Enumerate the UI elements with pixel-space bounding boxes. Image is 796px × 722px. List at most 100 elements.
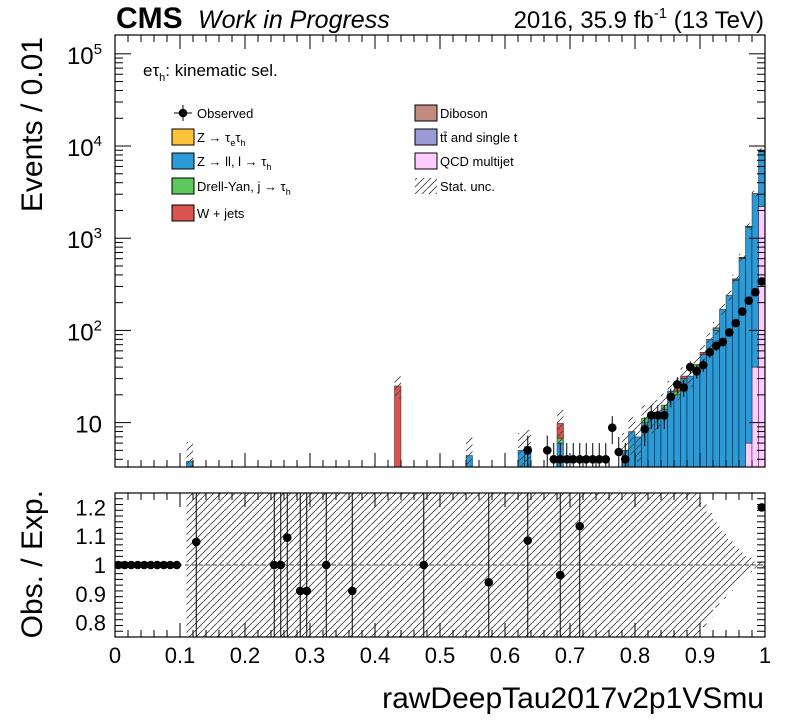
- bar-zll: [686, 375, 694, 467]
- main-annotation: eτh: kinematic sel.: [143, 61, 278, 84]
- bar-zll: [751, 193, 759, 368]
- stat-unc-band: [680, 367, 687, 388]
- x-tick-label: 0.2: [230, 643, 261, 668]
- ratio-point: [347, 586, 357, 596]
- observed-point: [659, 411, 669, 420]
- observed-point: [692, 367, 702, 376]
- bar-qcd: [751, 366, 759, 467]
- ratio-point: [295, 586, 305, 596]
- ratio-point: [139, 560, 149, 570]
- legend-item-dy: Drell-Yan, j → τh: [171, 177, 291, 197]
- ratio-point: [302, 586, 312, 596]
- svg-text:Stat. unc.: Stat. unc.: [440, 179, 495, 194]
- observed-point: [737, 307, 747, 316]
- stat-unc-band: [557, 409, 564, 444]
- bar-qcd: [745, 442, 753, 467]
- observed-point: [588, 454, 598, 464]
- observed-point: [646, 411, 656, 420]
- ratio-point: [523, 536, 533, 545]
- x-tick-label: 0.6: [490, 643, 521, 668]
- svg-text:Z → τeτh: Z → τeτh: [197, 130, 245, 148]
- x-tick-label: 0.7: [555, 643, 586, 668]
- legend-item-ztt: Z → τeτh: [171, 128, 245, 148]
- observed-point: [672, 380, 682, 389]
- observed-point: [705, 347, 715, 357]
- stat-unc-band: [635, 421, 642, 462]
- ratio-point: [133, 560, 143, 570]
- svg-text:Drell-Yan, j → τh: Drell-Yan, j → τh: [197, 179, 291, 197]
- observed-point: [575, 454, 585, 464]
- stat-unc-band: [732, 274, 739, 284]
- observed-point: [581, 454, 591, 464]
- ratio-point: [152, 560, 162, 570]
- stat-unc-band: [518, 433, 525, 467]
- y-tick-label: 104: [67, 133, 102, 162]
- stat-unc-band: [739, 253, 746, 262]
- svg-text:Diboson: Diboson: [440, 106, 488, 121]
- bar-zll: [725, 295, 733, 467]
- ratio-point: [419, 560, 429, 570]
- bar-wjets: [394, 385, 402, 467]
- observed-point: [685, 362, 695, 372]
- ratio-point: [159, 560, 169, 570]
- observed-point: [718, 337, 728, 347]
- observed-point: [568, 454, 578, 464]
- ratio-point: [165, 560, 175, 570]
- ratio-panel: 1.21.110.90.80 0.1 0.2 0.3 0.4 0.5 0.6 0.7 0.8 0.…: [16, 490, 771, 715]
- legend-item-wjets: W + jets: [171, 204, 245, 222]
- ratio-point: [282, 533, 292, 542]
- legend-item-unc: Stat. unc.: [415, 178, 495, 194]
- observed-point: [757, 277, 765, 286]
- observed-point: [711, 341, 721, 351]
- x-tick-label: 0: [109, 643, 121, 668]
- x-tick-label: 0.4: [360, 643, 391, 668]
- bar-zll: [693, 366, 701, 467]
- observed-point: [601, 454, 611, 464]
- x-tick-label: 0.1: [165, 643, 196, 668]
- legend: Observed Z → τeτh Z → ll, l → τh Drell-Yan,…: [171, 104, 518, 222]
- observed-point: [594, 454, 604, 464]
- observed-point: [724, 328, 734, 337]
- svg-text:Observed: Observed: [197, 106, 253, 121]
- ratio-point: [126, 560, 136, 570]
- ratio-y-tick-label: 0.8: [75, 611, 106, 636]
- legend-item-zll: Z → ll, l → τh: [171, 152, 271, 172]
- observed-point: [542, 446, 552, 455]
- ratio-point: [146, 560, 156, 570]
- svg-text:W + jets: W + jets: [197, 206, 245, 221]
- observed-point: [744, 296, 754, 306]
- stat-unc-band: [628, 416, 635, 455]
- stat-unc-band: [726, 290, 733, 301]
- observed-point: [614, 447, 624, 457]
- ratio-point: [575, 521, 585, 531]
- main-ylabel: Events / 0.01: [16, 37, 49, 212]
- observed-point: [555, 454, 565, 464]
- observed-point: [607, 423, 617, 433]
- y-tick-label: 105: [67, 41, 102, 70]
- ratio-point: [276, 560, 286, 570]
- bar-zll: [719, 308, 727, 467]
- status-label: Work in Progress: [198, 6, 390, 34]
- ratio-point: [757, 503, 765, 512]
- legend-item-qcd: QCD multijet: [414, 152, 514, 170]
- lumi-label: 2016, 35.9 fb-1 (13 TeV): [514, 5, 764, 34]
- ratio-point: [321, 560, 331, 570]
- observed-point: [523, 446, 533, 455]
- x-tick-label: 0.3: [295, 643, 326, 668]
- ratio-point: [120, 560, 130, 570]
- observed-point: [562, 454, 572, 464]
- ratio-point: [191, 537, 201, 547]
- stat-unc-band: [758, 148, 765, 154]
- bar-zll: [732, 280, 740, 467]
- bar-zll: [745, 227, 753, 444]
- stat-unc-band: [719, 304, 726, 315]
- ratio-point: [115, 560, 123, 570]
- ratio-y-tick-label: 1: [94, 553, 106, 578]
- stat-unc-band: [466, 437, 473, 467]
- y-tick-label: 10: [75, 412, 102, 439]
- observed-point: [750, 287, 760, 297]
- stat-unc-band: [394, 376, 401, 399]
- bar-zll: [738, 258, 746, 467]
- main-panel: 105 104 103 102 10 eτh: kinematic sel. Event…: [16, 34, 766, 468]
- x-tick-label: 0.8: [620, 643, 651, 668]
